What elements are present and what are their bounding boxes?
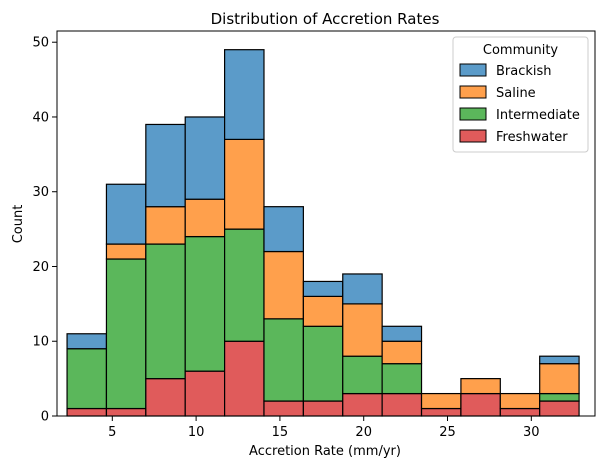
chart-title: Distribution of Accretion Rates [211, 10, 440, 28]
bar-saline-bin-9 [420, 392, 462, 410]
bar-intermediate-bin-8 [381, 363, 423, 395]
x-tick-label: 10 [188, 425, 205, 440]
bar-saline-bin-12 [539, 363, 580, 395]
bar-intermediate-bin-1 [105, 258, 147, 410]
x-axis: 5 10 15 20 25 30 [108, 416, 540, 440]
bar-intermediate-bin-5 [263, 318, 304, 402]
bar-freshwater-bin-3 [184, 370, 226, 417]
bar-saline-bin-6 [302, 295, 344, 327]
bar-saline-bin-10 [460, 378, 501, 395]
bar-saline-bin-2 [145, 206, 186, 245]
bar-saline-bin-3 [184, 198, 226, 238]
bars-layer [66, 49, 580, 417]
bar-freshwater-bin-8 [381, 392, 423, 417]
y-tick-label: 40 [32, 110, 49, 125]
bar-intermediate-bin-6 [302, 325, 344, 402]
bar-freshwater-bin-11 [499, 407, 541, 417]
bar-saline-bin-5 [263, 250, 304, 320]
bar-freshwater-bin-6 [302, 400, 344, 417]
bar-brackish-bin-5 [263, 206, 304, 253]
bar-intermediate-bin-0 [66, 348, 108, 410]
legend-box [452, 36, 589, 153]
bar-brackish-bin-7 [342, 273, 383, 305]
bar-freshwater-bin-0 [66, 407, 108, 417]
bar-brackish-bin-2 [145, 123, 186, 208]
legend-swatch-saline [459, 85, 487, 99]
bar-saline-bin-8 [381, 340, 423, 365]
x-axis-label: Accretion Rate (mm/yr) [249, 444, 401, 459]
bar-intermediate-bin-12 [539, 392, 580, 402]
x-tick-label: 25 [439, 425, 456, 440]
y-tick-label: 50 [32, 36, 49, 51]
x-tick-label: 5 [108, 425, 116, 440]
y-tick-label: 20 [32, 260, 49, 275]
legend-label-freshwater: Freshwater [496, 130, 568, 145]
legend-swatch-brackish [459, 63, 487, 77]
bar-freshwater-bin-12 [539, 400, 580, 417]
legend-swatch-intermediate [459, 107, 487, 121]
legend-title: Community [483, 43, 559, 58]
bar-intermediate-bin-7 [342, 355, 383, 395]
bar-freshwater-bin-9 [420, 407, 462, 417]
legend: Community Brackish Saline Intermediate Fresh… [452, 36, 589, 153]
bar-freshwater-bin-10 [460, 392, 501, 417]
bar-saline-bin-11 [499, 392, 541, 410]
bar-brackish-bin-3 [184, 116, 226, 200]
bar-freshwater-bin-7 [342, 392, 383, 417]
plot-frame [56, 30, 596, 417]
bar-brackish-bin-0 [66, 333, 108, 350]
y-tick-label: 30 [32, 185, 49, 200]
y-axis: 0 10 20 30 40 50 [32, 36, 57, 425]
bar-freshwater-bin-2 [145, 378, 186, 417]
bar-saline-bin-4 [224, 138, 265, 230]
y-tick-label: 0 [41, 410, 49, 425]
bar-intermediate-bin-2 [145, 243, 186, 380]
bar-freshwater-bin-1 [105, 407, 147, 417]
bar-saline-bin-1 [105, 243, 147, 260]
bar-freshwater-bin-5 [263, 400, 304, 417]
bar-brackish-bin-6 [302, 280, 344, 297]
legend-label-saline: Saline [496, 86, 536, 101]
legend-swatch-freshwater [459, 129, 487, 143]
y-tick-label: 10 [32, 335, 49, 350]
y-axis-label: Count [11, 205, 26, 244]
legend-label-brackish: Brackish [496, 64, 552, 79]
bar-brackish-bin-1 [105, 183, 147, 245]
bar-brackish-bin-4 [224, 49, 265, 140]
bar-brackish-bin-8 [381, 325, 423, 342]
bar-intermediate-bin-3 [184, 235, 226, 372]
x-tick-label: 20 [355, 425, 372, 440]
bar-saline-bin-7 [342, 303, 383, 357]
bar-brackish-bin-12 [539, 355, 580, 365]
legend-label-intermediate: Intermediate [496, 108, 580, 123]
bar-freshwater-bin-4 [224, 340, 265, 417]
x-tick-label: 15 [272, 425, 289, 440]
x-tick-label: 30 [523, 425, 540, 440]
bar-intermediate-bin-4 [224, 228, 265, 342]
